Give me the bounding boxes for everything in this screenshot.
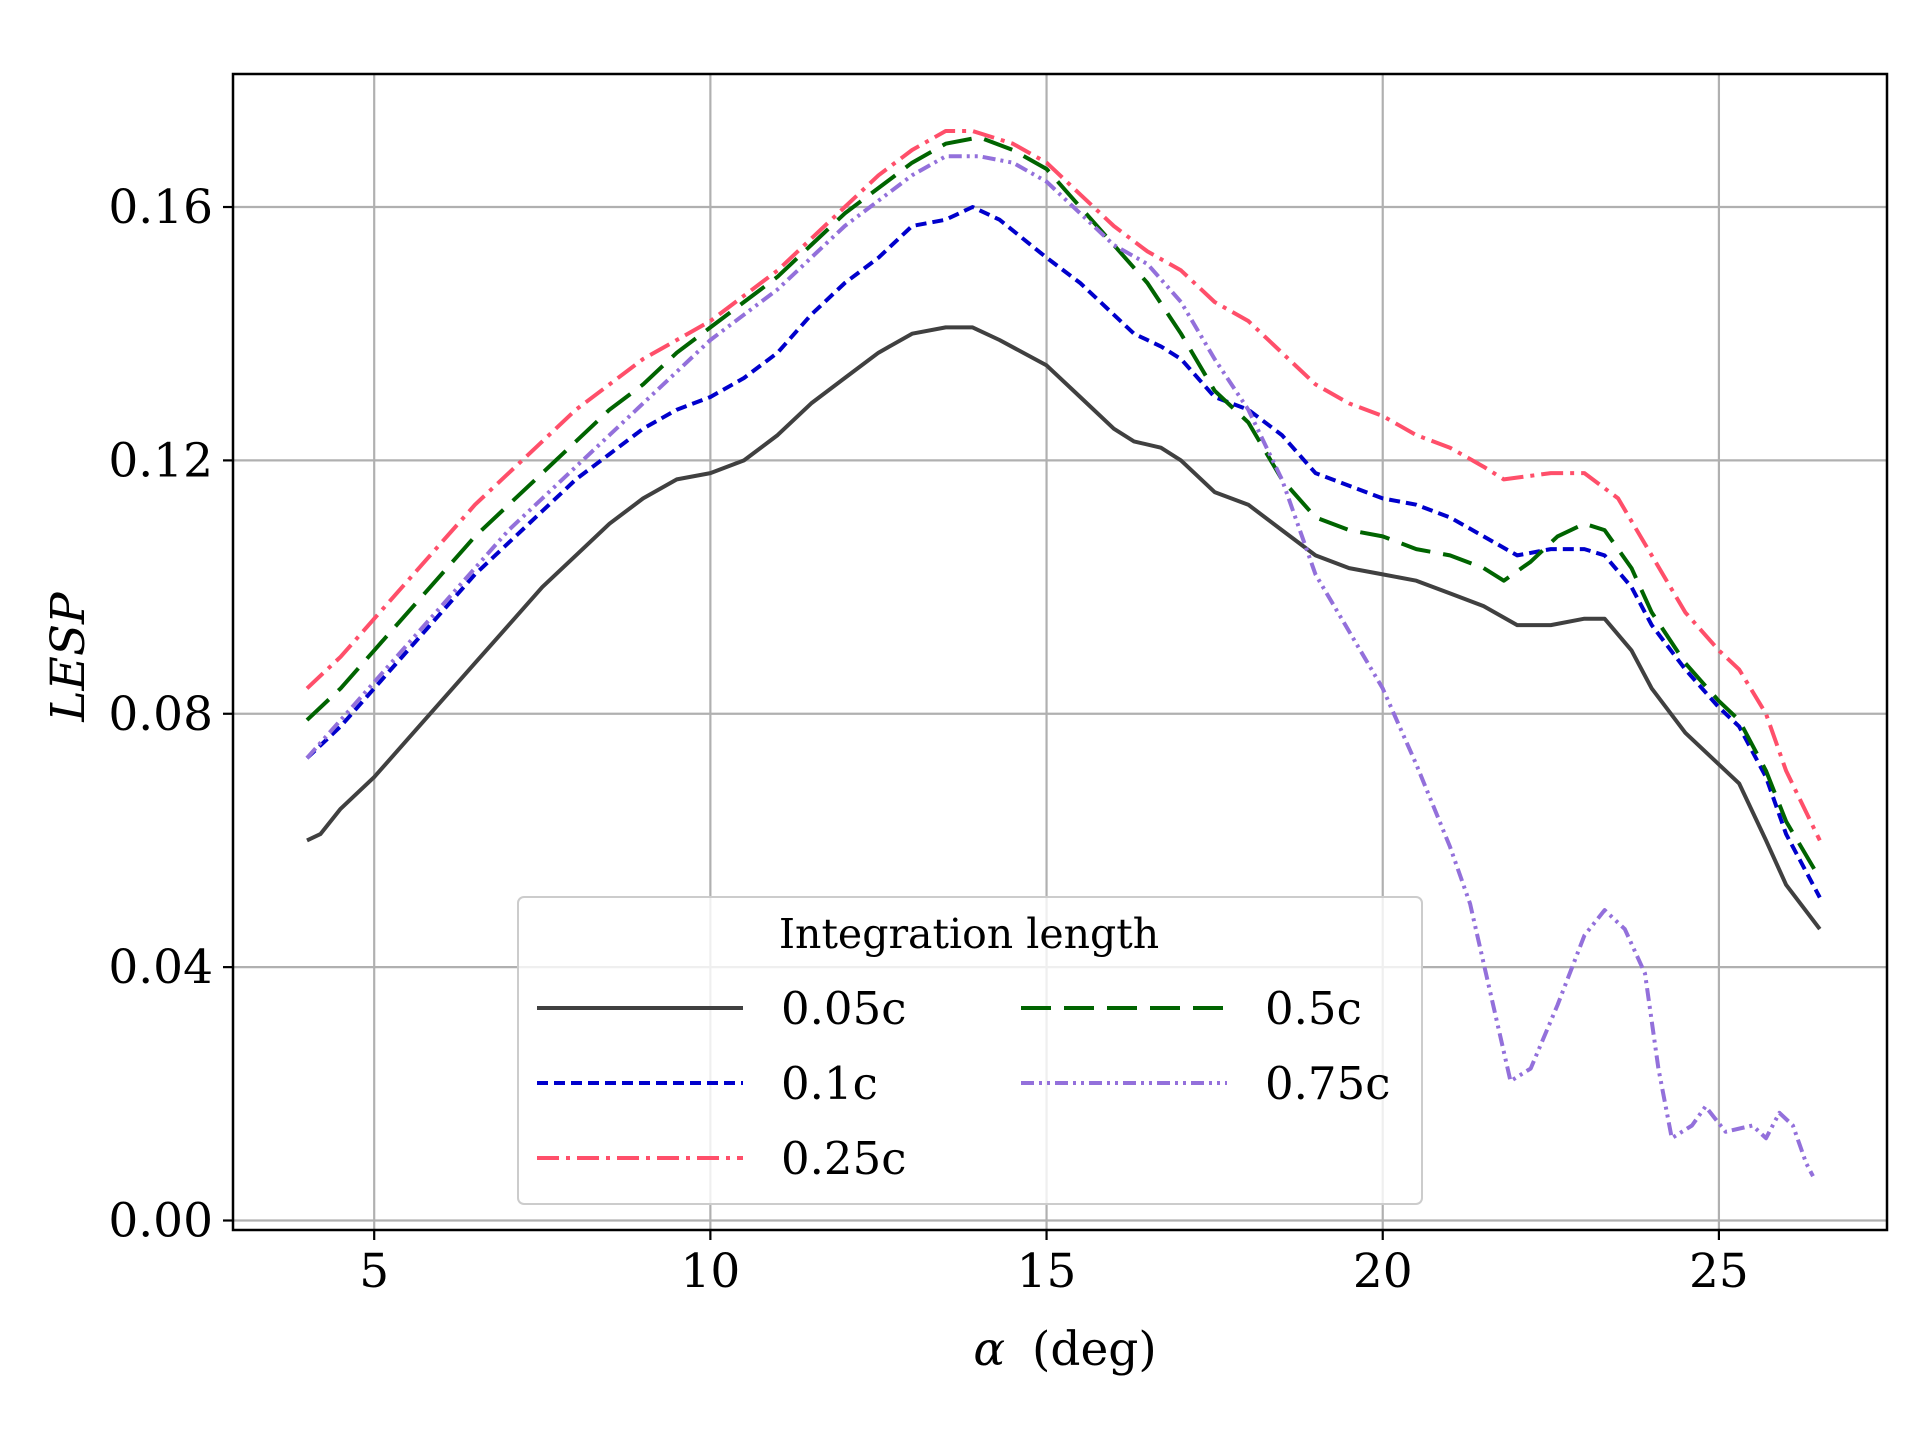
series-lines [305,129,1822,1178]
x-axis-label: α (deg) [973,1322,1156,1377]
legend: Integration length 0.05c 0.1c 0.25c 0.5c 0.7… [517,896,1423,1205]
series-0.75c [305,154,1815,1178]
legend-label: 0.25c [781,1132,906,1185]
series-0.1c [305,205,1822,899]
x-axis-symbol: α [973,1322,1005,1377]
series-0.25c [305,129,1822,842]
legend-box [517,896,1423,1205]
legend-items: 0.05c 0.1c 0.25c 0.5c 0.75c [537,982,1390,1185]
x-tick-label: 20 [1353,1244,1413,1299]
y-tick-label: 0.08 [108,687,213,742]
series-0.5c [305,135,1822,880]
y-tick-label: 0.00 [108,1193,213,1248]
legend-label: 0.05c [781,982,906,1035]
y-tick-label: 0.12 [108,433,213,488]
x-tick-label: 15 [1017,1244,1077,1299]
y-tick-label: 0.16 [108,180,213,235]
legend-title: Integration length [779,910,1159,958]
y-tick-label: 0.04 [108,940,213,995]
x-axis-unit: (deg) [1032,1322,1157,1377]
legend-label: 0.5c [1265,982,1362,1035]
x-tick-label: 5 [359,1244,389,1299]
axis-ticks: 5 10 15 20 25 0.00 0.04 0.08 0.12 0.16 [108,180,1748,1299]
x-tick-label: 25 [1689,1244,1749,1299]
series-0.05c [306,325,1822,931]
legend-label: 0.75c [1265,1057,1390,1110]
legend-label: 0.1c [781,1057,878,1110]
x-tick-label: 10 [680,1244,740,1299]
axes-frame [231,72,1889,1232]
y-axis-label: LESP [41,591,96,723]
